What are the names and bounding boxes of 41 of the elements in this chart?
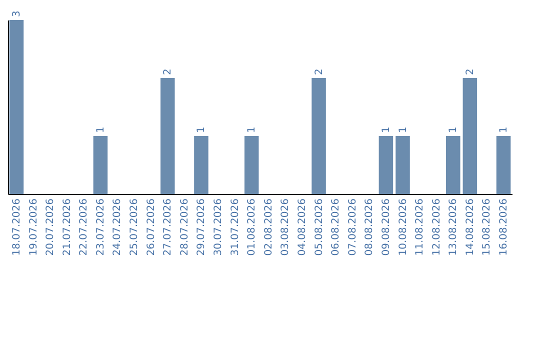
x-tick-label: 21.07.2026 <box>62 198 73 256</box>
x-tick-label: 18.07.2026 <box>11 198 22 256</box>
x-tick-label: 12.08.2026 <box>431 198 442 256</box>
x-tick-label: 26.07.2026 <box>146 198 157 256</box>
x-tick-label: 08.08.2026 <box>364 198 376 256</box>
x-tick-label: 15.08.2026 <box>482 198 493 256</box>
x-tick-label: 29.07.2026 <box>196 198 208 256</box>
x-tick-label: 05.08.2026 <box>314 198 325 256</box>
data-label: 1 <box>448 126 460 133</box>
data-label: 1 <box>380 126 392 133</box>
x-tick-label: 02.08.2026 <box>263 198 274 256</box>
x-tick-label: 23.07.2026 <box>95 198 106 256</box>
x-tick-label: 30.07.2026 <box>213 198 224 256</box>
x-tick-label: 07.08.2026 <box>347 198 358 256</box>
x-tick-label: 19.07.2026 <box>28 198 40 256</box>
data-label: 1 <box>95 126 106 133</box>
data-label: 2 <box>314 68 325 75</box>
x-tick-label: 22.07.2026 <box>78 198 90 256</box>
x-tick-label: 11.08.2026 <box>414 198 426 256</box>
data-label: 3 <box>11 10 22 17</box>
data-label: 2 <box>464 68 476 75</box>
x-tick-label: 20.07.2026 <box>45 198 56 256</box>
x-tick-label: 31.07.2026 <box>230 198 241 256</box>
x-tick-label: 24.07.2026 <box>112 198 124 256</box>
data-label: 2 <box>162 68 174 75</box>
x-tick-label: 13.08.2026 <box>448 198 460 256</box>
x-tick-label: 09.08.2026 <box>380 198 392 256</box>
x-tick-label: 25.07.2026 <box>129 198 140 256</box>
x-tick-label: 01.08.2026 <box>246 198 258 256</box>
data-label: 1 <box>196 126 208 133</box>
x-tick-label: 16.08.2026 <box>498 198 510 256</box>
data-label: 1 <box>398 126 409 133</box>
x-tick-label: 06.08.2026 <box>330 198 342 256</box>
x-tick-label: 10.08.2026 <box>398 198 409 256</box>
x-tick-label: 28.07.2026 <box>179 198 190 256</box>
x-tick-label: 27.07.2026 <box>162 198 174 256</box>
x-tick-label: 04.08.2026 <box>296 198 308 256</box>
data-label: 1 <box>498 126 510 133</box>
x-tick-label: 03.08.2026 <box>280 198 292 256</box>
x-tick-label: 14.08.2026 <box>464 198 476 256</box>
data-label: 1 <box>246 126 258 133</box>
